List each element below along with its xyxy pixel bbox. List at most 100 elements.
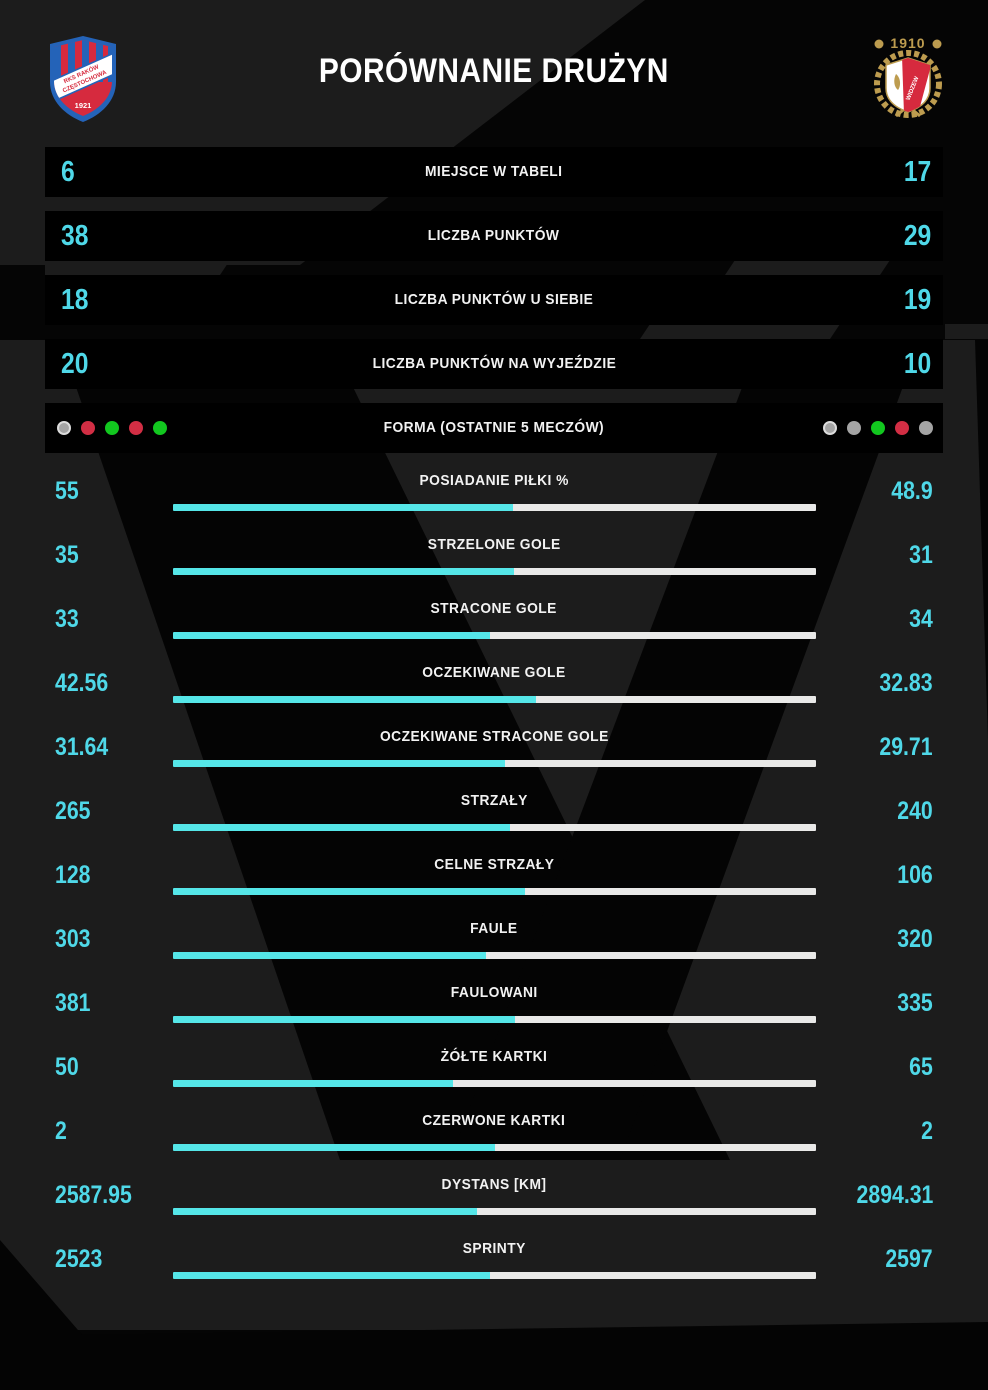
stat-bar — [173, 1208, 816, 1215]
form-card: FORMA (OSTATNIE 5 MECZÓW) — [45, 403, 943, 453]
form-dot-red — [129, 421, 143, 435]
stat-label: OCZEKIWANE STRACONE GOLE — [379, 728, 609, 745]
stat-right-value: 2894.31 — [856, 1181, 933, 1209]
stat-bar — [173, 952, 816, 959]
widzew-flame — [894, 74, 901, 90]
stat-bar-left-segment — [173, 1208, 477, 1215]
stat-right-value: 48.9 — [891, 477, 933, 505]
form-dot-gray — [919, 421, 933, 435]
stat-label: STRZAŁY — [460, 792, 528, 809]
stat-bar-right-segment — [535, 696, 816, 703]
form-dot-red — [81, 421, 95, 435]
stat-label: OCZEKIWANE GOLE — [422, 664, 566, 681]
metric-right-value: 17 — [903, 156, 931, 188]
stat-right-value: 65 — [909, 1053, 933, 1081]
stat-bar-right-segment — [489, 1272, 816, 1279]
stat-bar — [173, 504, 816, 511]
stat-bar-left-segment — [173, 696, 536, 703]
stat-bar-left-segment — [173, 1016, 516, 1023]
widzew-year: 1910 — [890, 35, 925, 51]
metric-label: MIEJSCE W TABELI — [425, 163, 563, 180]
bg-shard — [45, 260, 230, 275]
stat-right-value: 2 — [921, 1117, 933, 1145]
stat-left-value: 42.56 — [55, 669, 109, 697]
stat-bar-right-segment — [513, 504, 816, 511]
metric-right-value: 10 — [903, 348, 931, 380]
stat-label: DYSTANS [KM] — [441, 1176, 547, 1193]
form-dots-left — [57, 421, 167, 435]
stat-left-value: 2587.95 — [55, 1181, 132, 1209]
top-metrics-section: 6 MIEJSCE W TABELI 17 38 LICZBA PUNKTÓW … — [45, 147, 943, 467]
stat-bar — [173, 824, 816, 831]
stat-bar — [173, 568, 816, 575]
stat-bar-left-segment — [173, 760, 505, 767]
stat-label: SPRINTY — [462, 1240, 526, 1257]
stat-row: 2587.95 DYSTANS [KM] 2894.31 — [0, 1162, 988, 1226]
widzew-logo: 1910 WIDZEW — [874, 35, 942, 118]
stat-left-value: 50 — [55, 1053, 79, 1081]
stat-label: POSIADANIE PIŁKI % — [419, 472, 569, 489]
stat-left-value: 303 — [55, 925, 91, 953]
stat-row: 33 STRACONE GOLE 34 — [0, 586, 988, 650]
stat-bar-right-segment — [524, 888, 816, 895]
metric-left-value: 18 — [61, 284, 89, 316]
stat-bar-right-segment — [485, 952, 816, 959]
stat-left-value: 265 — [55, 797, 91, 825]
metric-left-value: 20 — [61, 348, 89, 380]
widzew-right-ball — [932, 39, 942, 49]
stat-bar-right-segment — [510, 824, 816, 831]
stat-bar-left-segment — [173, 632, 490, 639]
metric-right-value: 19 — [903, 284, 931, 316]
widzew-wreath — [874, 50, 942, 118]
form-dot-gray — [847, 421, 861, 435]
stat-right-value: 106 — [897, 861, 933, 889]
stat-row: 50 ŻÓŁTE KARTKI 65 — [0, 1034, 988, 1098]
metric-card: 38 LICZBA PUNKTÓW 29 — [45, 211, 943, 261]
stat-left-value: 128 — [55, 861, 91, 889]
stat-right-value: 32.83 — [879, 669, 933, 697]
stat-row: 2523 SPRINTY 2597 — [0, 1226, 988, 1290]
stat-bar — [173, 1080, 816, 1087]
stat-bar — [173, 632, 816, 639]
bg-shard — [725, 260, 890, 275]
metric-right-value: 29 — [903, 220, 931, 252]
stat-bar — [173, 1144, 816, 1151]
stat-row: 31.64 OCZEKIWANE STRACONE GOLE 29.71 — [0, 714, 988, 778]
stat-bar-left-segment — [173, 1080, 453, 1087]
stat-bar-right-segment — [489, 632, 816, 639]
stat-row: 42.56 OCZEKIWANE GOLE 32.83 — [0, 650, 988, 714]
stat-label: FAULOWANI — [450, 984, 538, 1001]
metric-label: LICZBA PUNKTÓW U SIEBIE — [394, 291, 594, 308]
stat-bar-left-segment — [173, 1272, 490, 1279]
stat-right-value: 240 — [897, 797, 933, 825]
stat-right-value: 34 — [909, 605, 933, 633]
stat-row: 381 FAULOWANI 335 — [0, 970, 988, 1034]
form-label: FORMA (OSTATNIE 5 MECZÓW) — [383, 419, 605, 436]
metric-label: LICZBA PUNKTÓW — [428, 227, 560, 244]
form-dot-green — [871, 421, 885, 435]
form-dot-red — [895, 421, 909, 435]
stat-left-value: 33 — [55, 605, 79, 633]
widzew-left-ball — [874, 39, 884, 49]
stat-left-value: 31.64 — [55, 733, 109, 761]
metric-card: 18 LICZBA PUNKTÓW U SIEBIE 19 — [45, 275, 943, 325]
stat-label: STRZELONE GOLE — [427, 536, 561, 553]
metric-card: 6 MIEJSCE W TABELI 17 — [45, 147, 943, 197]
stat-label: FAULE — [470, 920, 518, 937]
rakow-logo: RKS RAKÓW CZĘSTOCHOWA 1921 — [50, 36, 116, 122]
stat-right-value: 2597 — [885, 1245, 933, 1273]
stat-bar-right-segment — [452, 1080, 816, 1087]
stat-label: STRACONE GOLE — [430, 600, 558, 617]
stat-bar-left-segment — [173, 888, 525, 895]
stat-right-value: 31 — [909, 541, 933, 569]
stat-bar-left-segment — [173, 568, 514, 575]
stat-bar-left-segment — [173, 824, 511, 831]
stat-bar — [173, 1016, 816, 1023]
form-dot-green — [105, 421, 119, 435]
metric-left-value: 38 — [61, 220, 89, 252]
stat-row: 55 POSIADANIE PIŁKI % 48.9 — [0, 458, 988, 522]
form-dot-gray — [57, 421, 71, 435]
stat-bar-right-segment — [494, 1144, 816, 1151]
